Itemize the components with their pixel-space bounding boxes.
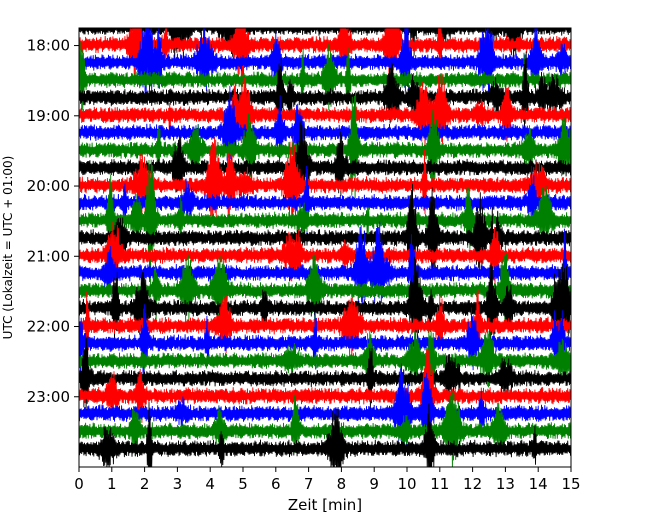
seismo-trace (79, 183, 571, 284)
x-tick-label: 7 (304, 475, 314, 493)
seismo-trace (79, 401, 571, 467)
x-tick-label: 0 (74, 475, 84, 493)
seismo-trace (79, 51, 571, 136)
x-tick-label: 15 (561, 475, 580, 493)
seismo-trace (79, 289, 571, 368)
seismo-trace (79, 28, 571, 100)
seismo-trace (79, 329, 571, 392)
seismo-trace (79, 85, 571, 171)
seismo-trace (79, 136, 571, 222)
y-axis: 18:00 19:00 20:00 21:00 22:00 23:00 (27, 37, 79, 406)
seismo-trace (79, 391, 571, 467)
x-tick-label: 6 (271, 475, 281, 493)
seismo-trace (79, 90, 571, 205)
y-tick-label: 20:00 (27, 177, 70, 195)
x-tick-label: 2 (140, 475, 150, 493)
x-tick-label: 4 (205, 475, 215, 493)
seismo-trace (79, 221, 571, 314)
y-tick-label: 21:00 (27, 247, 70, 265)
seismo-trace (79, 41, 571, 111)
seismo-trace (79, 256, 571, 350)
y-tick-label: 22:00 (27, 318, 70, 336)
x-tick-label: 14 (529, 475, 548, 493)
x-tick-label: 3 (173, 475, 183, 493)
seismo-trace (79, 332, 571, 414)
x-tick-label: 13 (496, 475, 515, 493)
trace-group (79, 28, 571, 467)
x-tick-label: 9 (369, 475, 379, 493)
y-axis-label: UTC (Lokalzeit = UTC + 01:00) (1, 156, 15, 340)
x-tick-label: 12 (463, 475, 482, 493)
x-tick-label: 8 (337, 475, 347, 493)
plot-frame (78, 27, 572, 468)
seismo-trace (79, 159, 571, 289)
y-tick-label: 23:00 (27, 388, 70, 406)
seismo-trace (79, 349, 571, 430)
seismo-trace (79, 165, 571, 234)
seismo-trace (79, 73, 571, 154)
seismo-trace (79, 221, 571, 287)
x-axis-label: Zeit [min] (288, 496, 362, 514)
x-tick-label: 5 (238, 475, 248, 493)
y-tick-label: 18:00 (27, 37, 70, 55)
seismo-trace (79, 120, 571, 197)
x-tick-label: 10 (397, 475, 416, 493)
x-tick-label: 11 (430, 475, 449, 493)
x-tick-label: 1 (107, 475, 117, 493)
y-tick-label: 19:00 (27, 107, 70, 125)
x-axis: 0 1 2 3 4 5 6 7 8 9 10 11 12 13 14 15 (74, 467, 581, 493)
seismo-trace (79, 363, 571, 452)
